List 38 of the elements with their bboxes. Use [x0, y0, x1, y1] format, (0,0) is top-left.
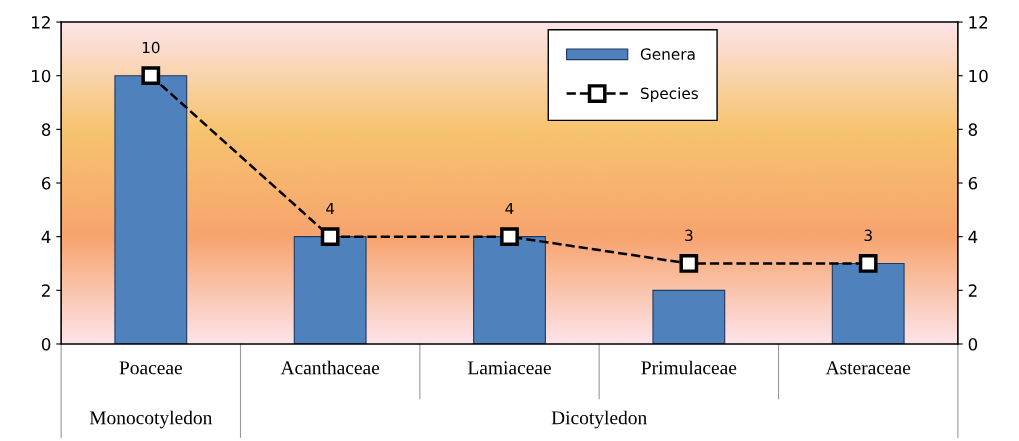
point	[679, 254, 699, 273]
y-tick-label: 6	[41, 176, 51, 190]
y-tick-label: 10	[32, 69, 51, 83]
bar	[652, 289, 726, 344]
y2-tick-label: 4	[968, 230, 978, 243]
y2-tick-label: 0	[968, 337, 978, 351]
y-tick-label: 8	[41, 123, 51, 136]
y-tick-label: 2	[42, 284, 50, 297]
data-label: 3	[685, 229, 693, 242]
y-tick-label: 0	[41, 337, 51, 351]
bar	[293, 236, 367, 344]
x-tick-label: Primulaceae	[641, 360, 737, 375]
y-tick-label: 4	[41, 230, 51, 243]
data-label: 10	[142, 41, 160, 54]
bar	[831, 262, 905, 344]
bar	[114, 75, 188, 344]
x-tick-label: Asteraceae	[825, 361, 911, 375]
y2-tick-label: 2	[968, 284, 977, 297]
data-label: 3	[864, 229, 872, 242]
data-label: 4	[326, 202, 335, 215]
y2-tick-label: 8	[968, 123, 978, 136]
text: Monocotyledon	[89, 410, 213, 429]
data-label: 4	[505, 202, 514, 215]
y2-tick-label: 12	[969, 16, 988, 29]
y2-tick-label: 6	[968, 176, 978, 190]
x-tick-label: Acanthaceae	[280, 360, 380, 375]
legend-label: Genera	[640, 48, 695, 60]
y2-tick-label: 10	[969, 69, 988, 83]
y-tick-label: 12	[32, 16, 50, 29]
point	[858, 254, 878, 273]
x-tick-label: Poaceae	[119, 361, 182, 375]
x-tick-label: Lamiaceae	[467, 361, 551, 375]
point	[320, 227, 340, 247]
legend-label: Species	[640, 87, 698, 103]
bar	[473, 236, 546, 344]
point	[141, 66, 161, 86]
text: Dicotyledon	[551, 410, 647, 429]
point	[500, 227, 519, 247]
